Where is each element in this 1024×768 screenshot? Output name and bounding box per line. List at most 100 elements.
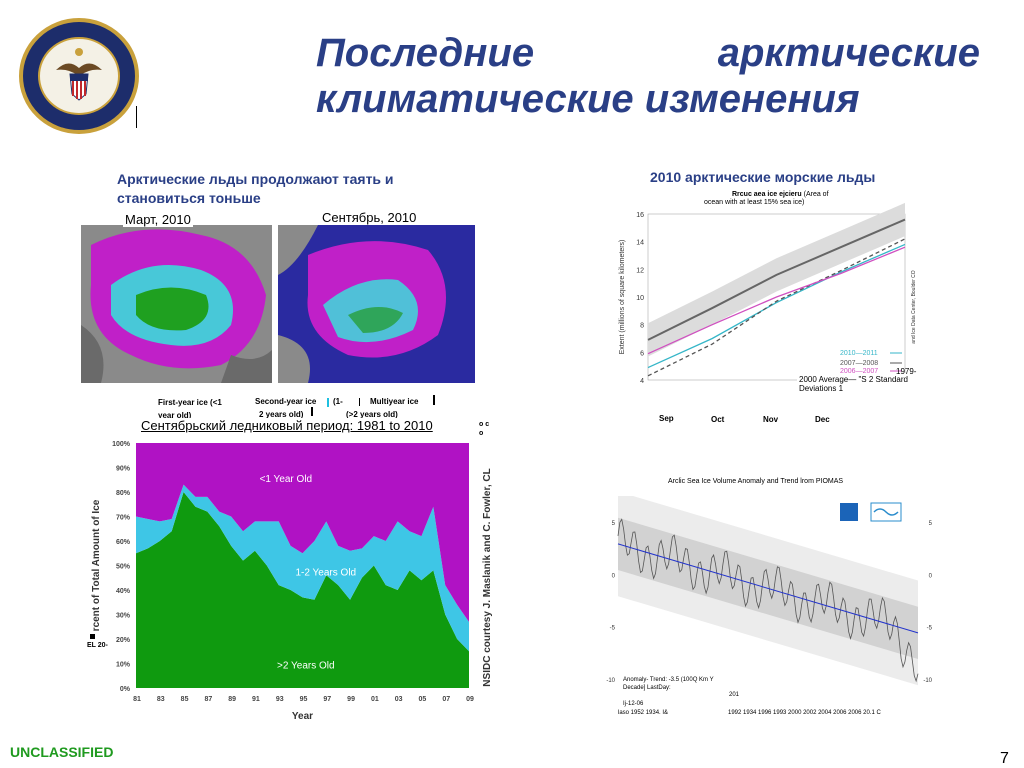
chart2-note-b: Decade] LastDay: [623,685,671,691]
area-chart-heading: Сентябрьский ледниковый период: 1981 to … [141,418,433,433]
extent-y-tick: 6 [640,350,644,357]
stray-marks-top: o c [479,421,490,428]
extent-series-2 [647,246,906,355]
y-tick-label: 60% [116,539,131,546]
month-nov: Nov [763,415,779,424]
volume-y-tick-right: -10 [923,678,932,684]
volume-trend-line [617,543,919,634]
extent-y-axis-label: Extent (millions of square kilometers) [619,240,626,355]
chart1-title-b: (Area of [803,191,829,198]
x-tick-label: 85 [181,696,189,703]
volume-anomaly-line [617,518,919,683]
legend-second-year-mid: (1- [333,397,343,406]
chart2-axis-right: 1992 1934 1996 1993 2000 2002 2004 2006 … [728,710,881,716]
map-september-2010 [278,225,475,383]
chart2-note-a: Anomaly- Trend: -3.5 (100Q Km Y [623,677,714,683]
extent-y-tick: 14 [636,240,644,247]
university-logo [840,503,858,521]
extent-legend-0: 2010—2011 [840,350,878,357]
month-dec: Dec [815,415,830,424]
chart1-legend-average: 2000 Average— "S 2 Standard [799,375,908,384]
x-tick-label: 97 [323,696,331,703]
left-subtitle: Арктические льды продолжают таять и стан… [117,171,394,206]
chart1-title: Rrcuc aea ice ejcieru (Area of [732,191,829,198]
sea-ice-extent-chart: 16 14 12 10 8 6 4 Extent (millions of square ki… [619,202,917,385]
divider-line [136,106,137,128]
x-tick-label: 87 [204,696,212,703]
y-tick-label: 50% [116,564,131,571]
x-tick-label: 99 [347,696,355,703]
x-tick-label: 09 [466,696,474,703]
stray-marks-top-2: o [479,430,484,437]
y-tick-label: 80% [116,490,131,497]
volume-y-tick-left: 5 [612,521,616,527]
y-tick-label: 40% [116,588,131,595]
stray-square [90,634,95,639]
map-march-2010 [81,225,272,383]
side-credit-label: NSIDC courtesy J. Maslanik and C. Fowler… [482,468,493,686]
chart1-legend-deviations: Deviations 1 [799,384,844,393]
month-oct: Oct [711,415,725,424]
area-series-label-0: >2 Years Old [277,660,335,671]
extent-y-tick: 4 [640,378,644,385]
x-tick-label: 83 [157,696,165,703]
chart2-title: Arclic Sea Ice Volume Anomaly and Trend … [668,478,844,485]
std-dev-band [648,202,905,357]
area-series-2 [136,443,469,622]
y-tick-label: 20% [116,637,131,644]
chart1-title-a: Rrcuc aea ice ejcieru [732,191,802,198]
legend-bar-1 [311,407,313,416]
legend-second-year-b: 2 years old) [259,410,304,419]
month-sep: Sep [659,414,674,423]
y-tick-label: 0% [120,686,131,693]
area-series-label-2: <1 Year Old [260,474,313,485]
legend-first-year-a: First-year ice (<1 [158,398,222,407]
volume-y-tick-left: -5 [610,626,616,632]
extent-legend-2: 2006—2007 [840,368,878,375]
chart2-note-c: 201 [729,692,740,698]
wave-logo-mark [873,508,899,516]
area-series-label-1: 1-2 Years Old [296,567,357,578]
legend-multiyear-b: (>2 years old) [346,410,398,419]
y-tick-label: 90% [116,466,131,473]
volume-y-tick-right: -5 [927,626,933,632]
extent-legend-1: 2007—2008 [840,360,878,367]
chart2-note-d: Ij-12-06 [623,701,644,707]
x-axis-label: Year [292,711,313,722]
volume-y-tick-left: -10 [606,678,615,684]
chart1-legend-1979: 1979- [896,367,917,376]
chart1-legend-box [797,373,919,395]
x-tick-label: 95 [300,696,308,703]
extent-side-label: and Ice Data Center, Boulder CO [911,270,917,343]
y-tick-label: 100% [112,441,131,448]
x-tick-label: 03 [395,696,403,703]
extent-y-tick: 10 [636,295,644,302]
extent-series-1 [647,238,906,377]
y-tick-label: 30% [116,613,131,620]
x-tick-label: 93 [276,696,284,703]
title-word-2: арктические [717,31,980,75]
extent-series-3 [647,218,906,341]
page-title: Последние арктические климатические изме… [316,30,980,122]
legend-bar-3 [433,395,435,405]
legend-bar-2 [359,398,360,406]
legend-first-year-b: year old) [158,411,192,420]
map1-label: Март, 2010 [123,212,193,227]
x-tick-label: 05 [419,696,427,703]
navy-seal-logo [19,18,139,134]
classification-label: UNCLASSIFIED [10,744,114,760]
extent-series-0 [647,243,906,369]
right-subtitle: 2010 арктические морские льды [650,169,876,185]
chart1-title-c: ocean with at least 15% sea ice) [704,199,805,206]
title-line-2: климатические изменения [316,77,860,121]
x-tick-label: 01 [371,696,379,703]
x-tick-label: 89 [228,696,236,703]
extent-y-tick: 16 [636,212,644,219]
y-tick-label: 10% [116,662,131,669]
y-tick-label: 70% [116,515,131,522]
legend-second-year-a: Second-year ice [255,397,317,406]
title-word-1: Последние [316,31,535,75]
x-tick-label: 81 [133,696,141,703]
legend-second-year-swatch [327,398,329,407]
ice-volume-anomaly-chart: 5 5 0 0 -5 -5 -10 -10 [606,496,933,686]
